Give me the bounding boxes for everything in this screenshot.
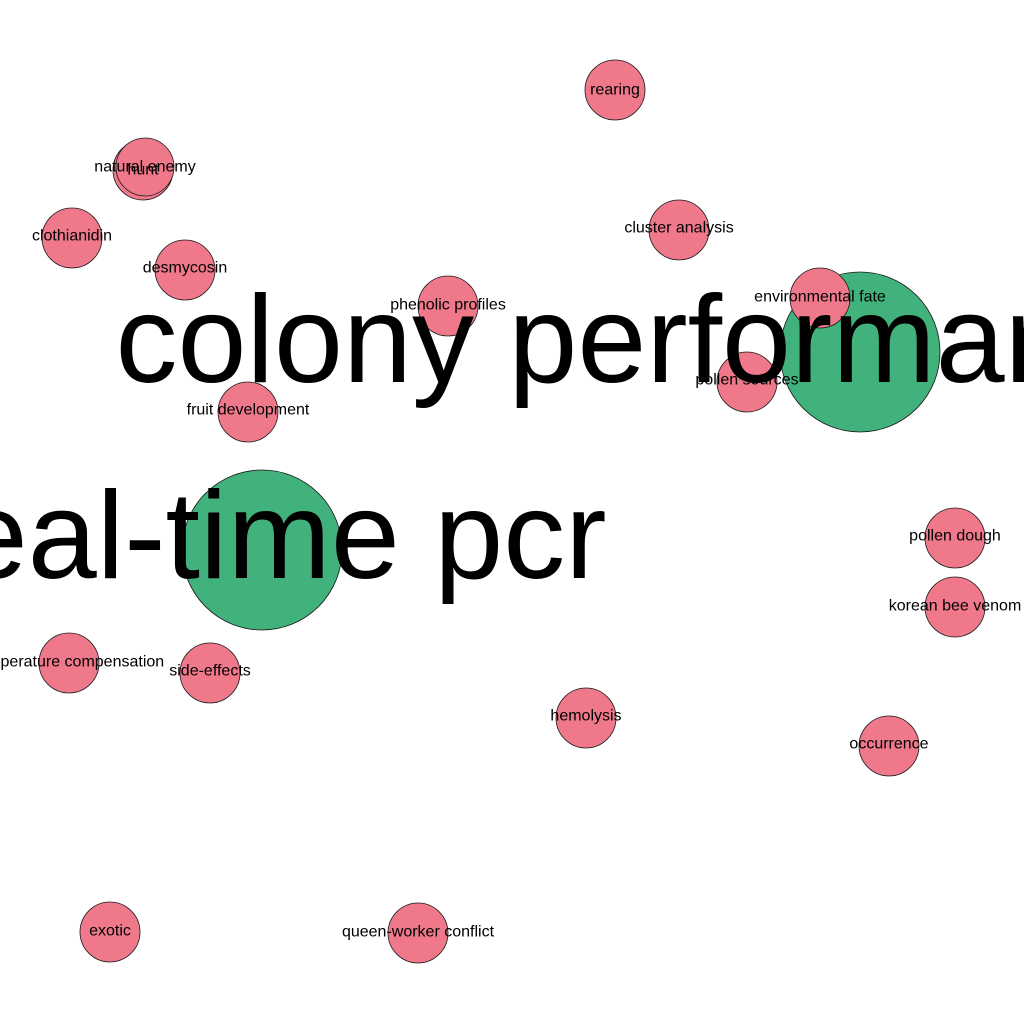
node-desmycosin-circle <box>154 239 216 301</box>
node-environmental-fate-label: environmental fate <box>754 289 886 306</box>
node-temperature-compensation-label: temperature compensation <box>0 654 164 671</box>
node-clothianidin-label: clothianidin <box>32 228 112 245</box>
node-environmental-fate-circle <box>789 267 851 329</box>
node-hunt-label: hunt <box>127 162 159 179</box>
node-queen-worker-conflict-circle <box>387 902 449 964</box>
node-side-effects-circle <box>179 642 241 704</box>
node-exotic-circle <box>79 901 141 963</box>
node-pollen-dough-circle <box>924 507 986 569</box>
node-cluster-analysis-circle <box>648 199 710 261</box>
node-korean-bee-venom-circle <box>924 576 986 638</box>
node-queen-worker-conflict-label: queen-worker conflict <box>342 924 495 941</box>
node-hemolysis-label: hemolysis <box>550 708 621 725</box>
node-natural-enemy-label: natural enemy <box>94 159 195 176</box>
node-exotic-label: exotic <box>89 923 131 940</box>
node-real-time-pcr-circle <box>181 469 343 631</box>
node-phenolic-profiles-label: phenolic profiles <box>390 297 506 314</box>
node-occurrence-label: occurrence <box>849 736 928 753</box>
node-fruit-development-circle <box>217 381 279 443</box>
node-temperature-compensation-circle <box>38 632 100 694</box>
node-korean-bee-venom-label: korean bee venom <box>889 598 1022 615</box>
node-pollen-sources-circle <box>716 351 778 413</box>
node-fruit-development-label: fruit development <box>187 402 310 419</box>
node-real-time-pcr-label: real-time pcr <box>0 467 607 605</box>
node-rearing-circle <box>584 59 646 121</box>
node-rearing-label: rearing <box>590 82 640 99</box>
node-hemolysis-circle <box>555 687 617 749</box>
node-cluster-analysis-label: cluster analysis <box>624 220 733 237</box>
node-pollen-dough-label: pollen dough <box>909 528 1001 545</box>
node-natural-enemy-circle <box>115 137 175 197</box>
node-pollen-sources-label: pollen sources <box>695 372 798 389</box>
node-phenolic-profiles-circle <box>417 275 479 337</box>
node-colony-performance-label: colony performance <box>116 271 1024 409</box>
node-occurrence-circle <box>858 715 920 777</box>
node-side-effects-label: side-effects <box>169 663 251 680</box>
node-desmycosin-label: desmycosin <box>143 260 227 277</box>
node-clothianidin-circle <box>41 207 103 269</box>
